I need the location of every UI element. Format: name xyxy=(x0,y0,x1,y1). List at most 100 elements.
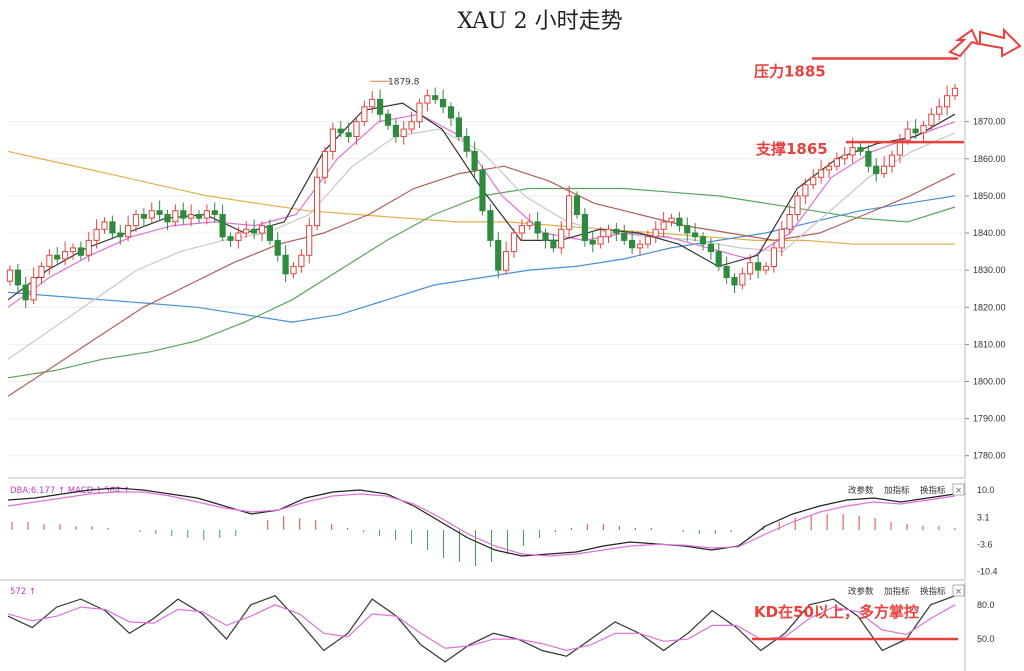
candle-body xyxy=(589,239,596,245)
macd-toolbar-label: 换指标 xyxy=(920,485,946,496)
candle-body xyxy=(69,247,77,253)
candle-body xyxy=(314,176,321,227)
candle-body xyxy=(6,269,14,282)
candle-body xyxy=(227,236,234,241)
candle-body xyxy=(361,106,368,123)
macd-header-label: DBA:6.177 ↑ MACD:1.564 ↑ xyxy=(10,486,130,496)
candle-body xyxy=(786,214,793,230)
candle-body xyxy=(46,254,53,267)
candle-body xyxy=(920,124,927,134)
candle-body xyxy=(298,254,305,267)
candle-body xyxy=(140,214,148,219)
candle-body xyxy=(888,154,896,167)
candle-body xyxy=(652,228,659,238)
macd-tick-label: 3.1 xyxy=(977,513,990,523)
candle-body xyxy=(715,251,722,267)
price-tick-label: 1830.00 xyxy=(973,265,1006,275)
candle-body xyxy=(896,139,903,156)
candle-body xyxy=(180,210,187,219)
macd-dea-line xyxy=(7,491,956,557)
up-arrow-icon xyxy=(948,28,980,58)
candle-body xyxy=(30,277,37,301)
kd-tick-label: 50.0 xyxy=(977,634,995,644)
macd-toolbar-label: 加指标 xyxy=(884,485,910,496)
moving-average-line xyxy=(7,150,955,245)
candle-body xyxy=(148,210,155,219)
candle-body xyxy=(810,176,817,186)
candle-body xyxy=(54,254,61,260)
candle-body xyxy=(235,232,242,241)
candle-body xyxy=(487,210,494,241)
candle-body xyxy=(849,147,856,156)
candle-body xyxy=(881,165,888,175)
candle-body xyxy=(904,128,911,141)
candle-body xyxy=(471,150,478,171)
candle-body xyxy=(510,232,518,253)
candle-body xyxy=(762,265,770,271)
candle-body xyxy=(841,154,848,160)
kd-tick-label: 80.0 xyxy=(977,600,995,610)
candle-body xyxy=(573,195,581,215)
candle-body xyxy=(542,232,549,241)
candle-body xyxy=(164,214,171,223)
candle-body xyxy=(794,195,801,215)
candle-body xyxy=(353,121,360,137)
candle-body xyxy=(660,221,667,230)
macd-tick-label: -10.4 xyxy=(977,567,998,577)
candle-body xyxy=(550,239,557,249)
kd-panel: 572 ↑ 80.0 50.0 KD在50以上，多方掌控 改参数 加指标 换指标 × xyxy=(7,582,995,671)
candle-body xyxy=(440,98,447,108)
candle-body xyxy=(503,251,510,271)
candle-body xyxy=(369,98,376,108)
candle-body xyxy=(274,239,281,256)
candle-body xyxy=(636,243,644,249)
candle-body xyxy=(14,269,21,286)
macd-panel: DBA:6.177 ↑ MACD:1.564 ↑ 10.0 3.1 -3.6 -10.4… xyxy=(0,480,998,581)
candle-body xyxy=(251,228,258,234)
candle-body xyxy=(613,228,620,234)
kd-close-glyph: × xyxy=(955,587,962,597)
candle-body xyxy=(125,225,132,238)
moving-average-line xyxy=(7,128,956,360)
kd-d-line xyxy=(7,604,956,652)
candle-body xyxy=(755,262,762,271)
moving-average-line xyxy=(7,113,956,308)
candle-body xyxy=(558,228,565,249)
candle-body xyxy=(282,254,289,275)
kd-header-label: 572 ↑ xyxy=(10,587,36,597)
candle-body xyxy=(243,228,250,234)
candle-body xyxy=(526,221,533,227)
candle-body xyxy=(455,117,462,138)
kd-toolbar-label: 加指标 xyxy=(884,586,910,597)
candle-body xyxy=(778,228,785,249)
candle-body xyxy=(77,247,85,256)
candle-body xyxy=(345,132,352,138)
candle-body xyxy=(258,225,266,234)
candle-body xyxy=(668,217,675,223)
candle-body xyxy=(699,236,707,245)
candle-body xyxy=(566,195,573,230)
candle-body xyxy=(739,273,746,286)
candle-body xyxy=(581,214,588,241)
chart-title: XAU 2 小时走势 xyxy=(457,9,622,34)
candle-body xyxy=(621,232,628,241)
macd-tick-label: -3.6 xyxy=(977,539,993,549)
candle-body xyxy=(384,113,392,126)
candle-body xyxy=(62,251,69,260)
moving-average-line xyxy=(7,195,956,323)
right-arrow-icon xyxy=(979,27,1022,58)
candle-body xyxy=(707,243,714,253)
candle-body xyxy=(692,232,699,238)
candle-body xyxy=(329,128,336,152)
price-tick-label: 1840.00 xyxy=(973,228,1006,238)
candle-body xyxy=(219,214,226,238)
price-tick-label: 1790.00 xyxy=(973,414,1006,424)
peak-price-label: 1879.8 xyxy=(388,77,420,87)
candle-body xyxy=(132,214,140,227)
macd-close-icon xyxy=(952,483,965,496)
candle-body xyxy=(117,232,124,238)
price-tick-label: 1780.00 xyxy=(973,451,1006,461)
candle-body xyxy=(912,128,919,134)
candle-body xyxy=(321,150,329,178)
